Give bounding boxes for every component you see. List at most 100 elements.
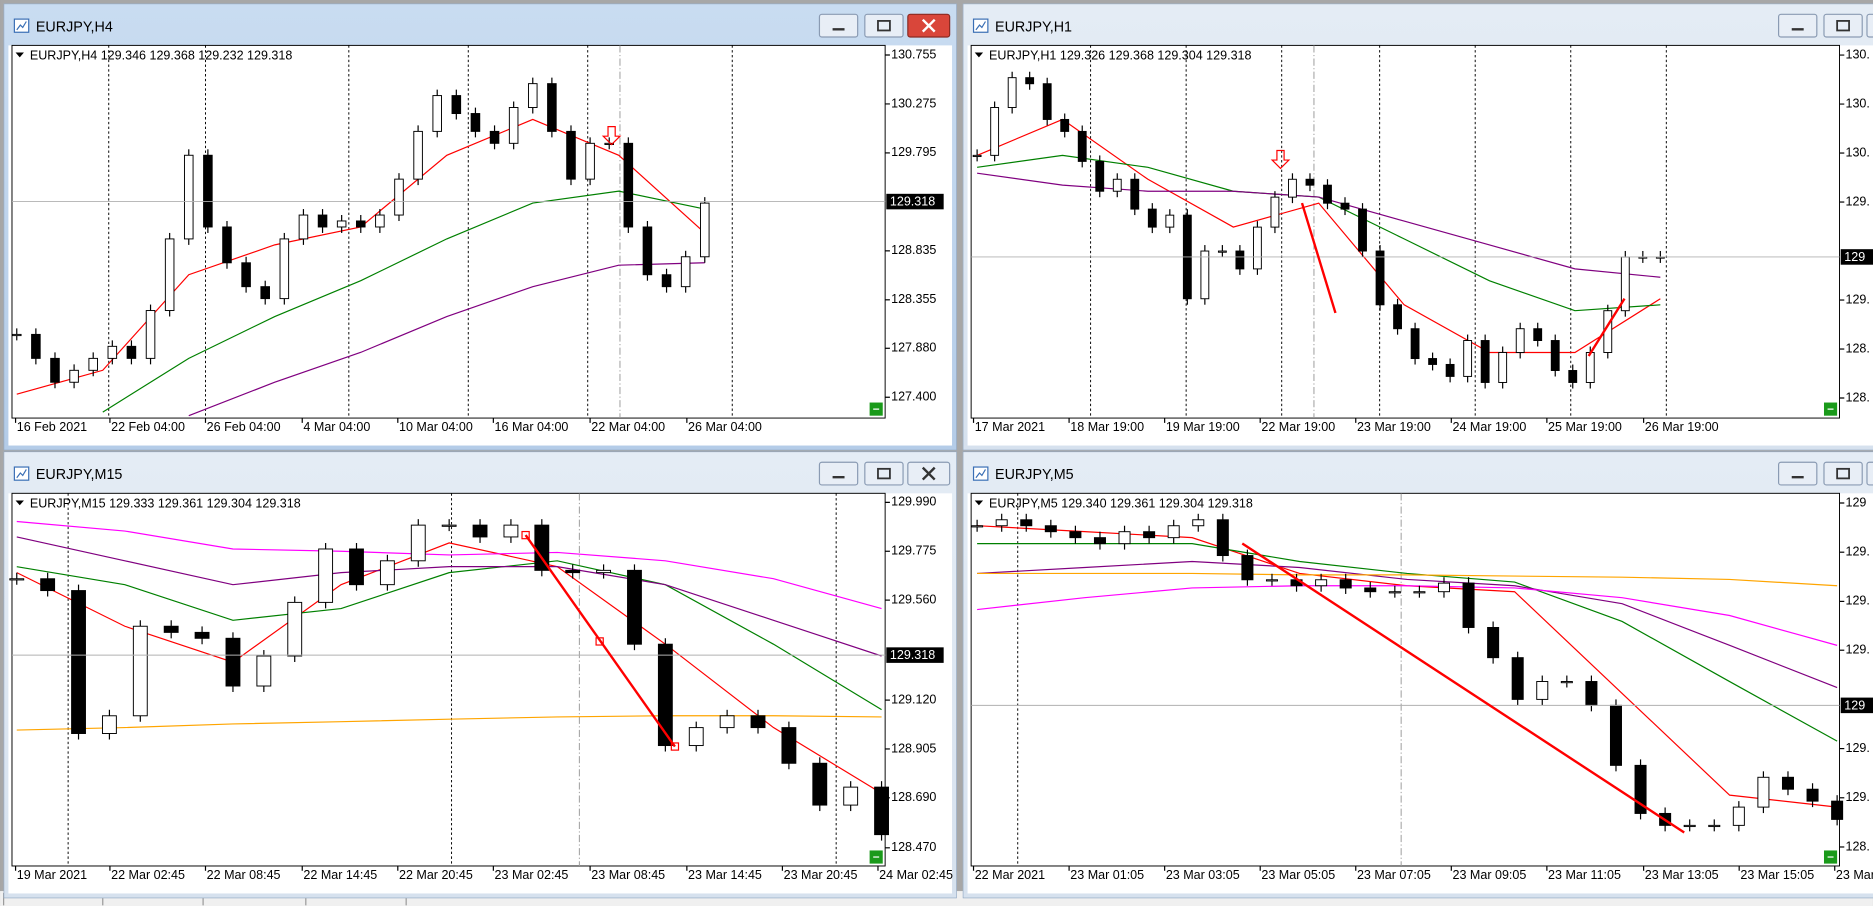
minimize-button[interactable] [818, 461, 859, 486]
candle [1095, 160, 1105, 192]
maximize-button[interactable] [864, 13, 904, 38]
candle [1515, 328, 1525, 353]
chart-header: EURJPY,H1 129.326 129.368 129.304 129.31… [989, 48, 1251, 62]
plot-border [11, 492, 886, 867]
y-tick-label: 129.795 [891, 145, 936, 159]
x-tick-label: 4 Mar 04:00 [303, 420, 370, 434]
y-tick-label: 130. [1845, 145, 1869, 159]
candle [203, 154, 213, 228]
candle [1192, 519, 1205, 527]
current-price-box [886, 193, 944, 210]
candle [375, 214, 385, 228]
x-tick-label: 23 Mar 08:45 [591, 868, 665, 882]
candle [995, 519, 1008, 527]
x-tick-label: 26 Mar 04:00 [688, 420, 762, 434]
candle [317, 214, 328, 228]
candle [71, 590, 86, 734]
candle [1757, 776, 1770, 808]
candle [972, 154, 982, 158]
candle [1165, 214, 1175, 228]
moving-average [977, 560, 1838, 689]
candle [1781, 776, 1794, 790]
y-tick-label: 129.990 [891, 495, 936, 509]
x-tick-label: 10 Mar 04:00 [399, 420, 473, 434]
candle [1167, 525, 1180, 539]
candle [1463, 340, 1473, 377]
moving-average [977, 572, 1838, 587]
current-price-label: 129 [1844, 698, 1865, 712]
x-tick-label: 23 Mar 13:05 [1645, 868, 1719, 882]
candle [688, 727, 704, 747]
candle [1536, 681, 1549, 700]
trend-line [1587, 297, 1626, 357]
maximize-button[interactable] [1823, 461, 1863, 486]
candle [1143, 531, 1156, 539]
candle [394, 178, 404, 216]
candle [287, 601, 303, 657]
x-tick-label: 23 Mar [1836, 868, 1873, 882]
candle [812, 762, 828, 806]
minimize-button[interactable] [1777, 13, 1818, 38]
minimize-button[interactable] [818, 13, 859, 38]
candle [680, 256, 691, 288]
candle [145, 310, 156, 359]
candle [1339, 579, 1352, 589]
x-tick-label: 25 Mar 19:00 [1548, 420, 1622, 434]
candle [40, 578, 56, 592]
x-tick-label: 22 Mar 14:45 [303, 868, 377, 882]
y-tick-label: 129. [1845, 594, 1869, 608]
x-tick-label: 22 Feb 04:00 [111, 420, 185, 434]
candle [547, 83, 557, 132]
candle [9, 578, 25, 581]
y-tick-label: 129. [1845, 545, 1869, 559]
candle [1683, 824, 1696, 828]
candle [1118, 531, 1131, 545]
plot-border [970, 44, 1840, 419]
windows: EURJPY,H4 EURJPY,H4 129.346 129.368 129.2… [3, 3, 1873, 899]
candle [1288, 178, 1297, 198]
moving-average [976, 118, 1661, 354]
x-tick-label: 26 Feb 04:00 [207, 420, 281, 434]
x-tick-label: 26 Mar 19:00 [1645, 420, 1719, 434]
candle [1130, 178, 1140, 210]
candle [1511, 657, 1524, 700]
close-button[interactable] [1866, 13, 1873, 38]
candle [163, 625, 179, 633]
maximize-glyph [1836, 20, 1850, 32]
x-tick-label: 22 Mar 08:45 [207, 868, 281, 882]
y-tick-label: 129.560 [891, 592, 936, 606]
candle [379, 560, 395, 586]
candle [1147, 208, 1157, 228]
y-tick-label: 127.400 [891, 390, 936, 404]
close-button[interactable] [1866, 461, 1873, 486]
chart-client [8, 45, 953, 446]
y-tick-label: 128.355 [891, 292, 936, 306]
x-tick-label: 19 Mar 2021 [17, 868, 87, 882]
minimize-button[interactable] [1777, 461, 1818, 486]
maximize-glyph [877, 467, 891, 480]
candle [50, 357, 60, 383]
candle [132, 625, 148, 717]
current-price-label: 129 [1844, 250, 1865, 264]
maximize-button[interactable] [1823, 13, 1863, 38]
candle [1568, 370, 1578, 383]
y-tick-label: 130. [1845, 96, 1869, 110]
x-tick-label: 19 Mar 19:00 [1166, 420, 1240, 434]
candle [508, 107, 519, 144]
candle [623, 142, 634, 228]
candle [627, 569, 642, 645]
candle [1413, 591, 1426, 594]
window-body: EURJPY,M15 EURJPY,M15 129.333 129.361 129… [3, 451, 957, 899]
candle [657, 643, 673, 747]
candle [1235, 250, 1245, 270]
moving-average [16, 542, 882, 794]
window-icon-glyph [16, 21, 27, 31]
candle [470, 113, 481, 132]
window-title: EURJPY,M5 [995, 467, 1074, 483]
candle [1315, 579, 1328, 587]
candle [1358, 208, 1367, 252]
y-tick-label: 130.275 [891, 96, 936, 110]
maximize-button[interactable] [864, 461, 904, 486]
trend-line [1241, 542, 1685, 834]
